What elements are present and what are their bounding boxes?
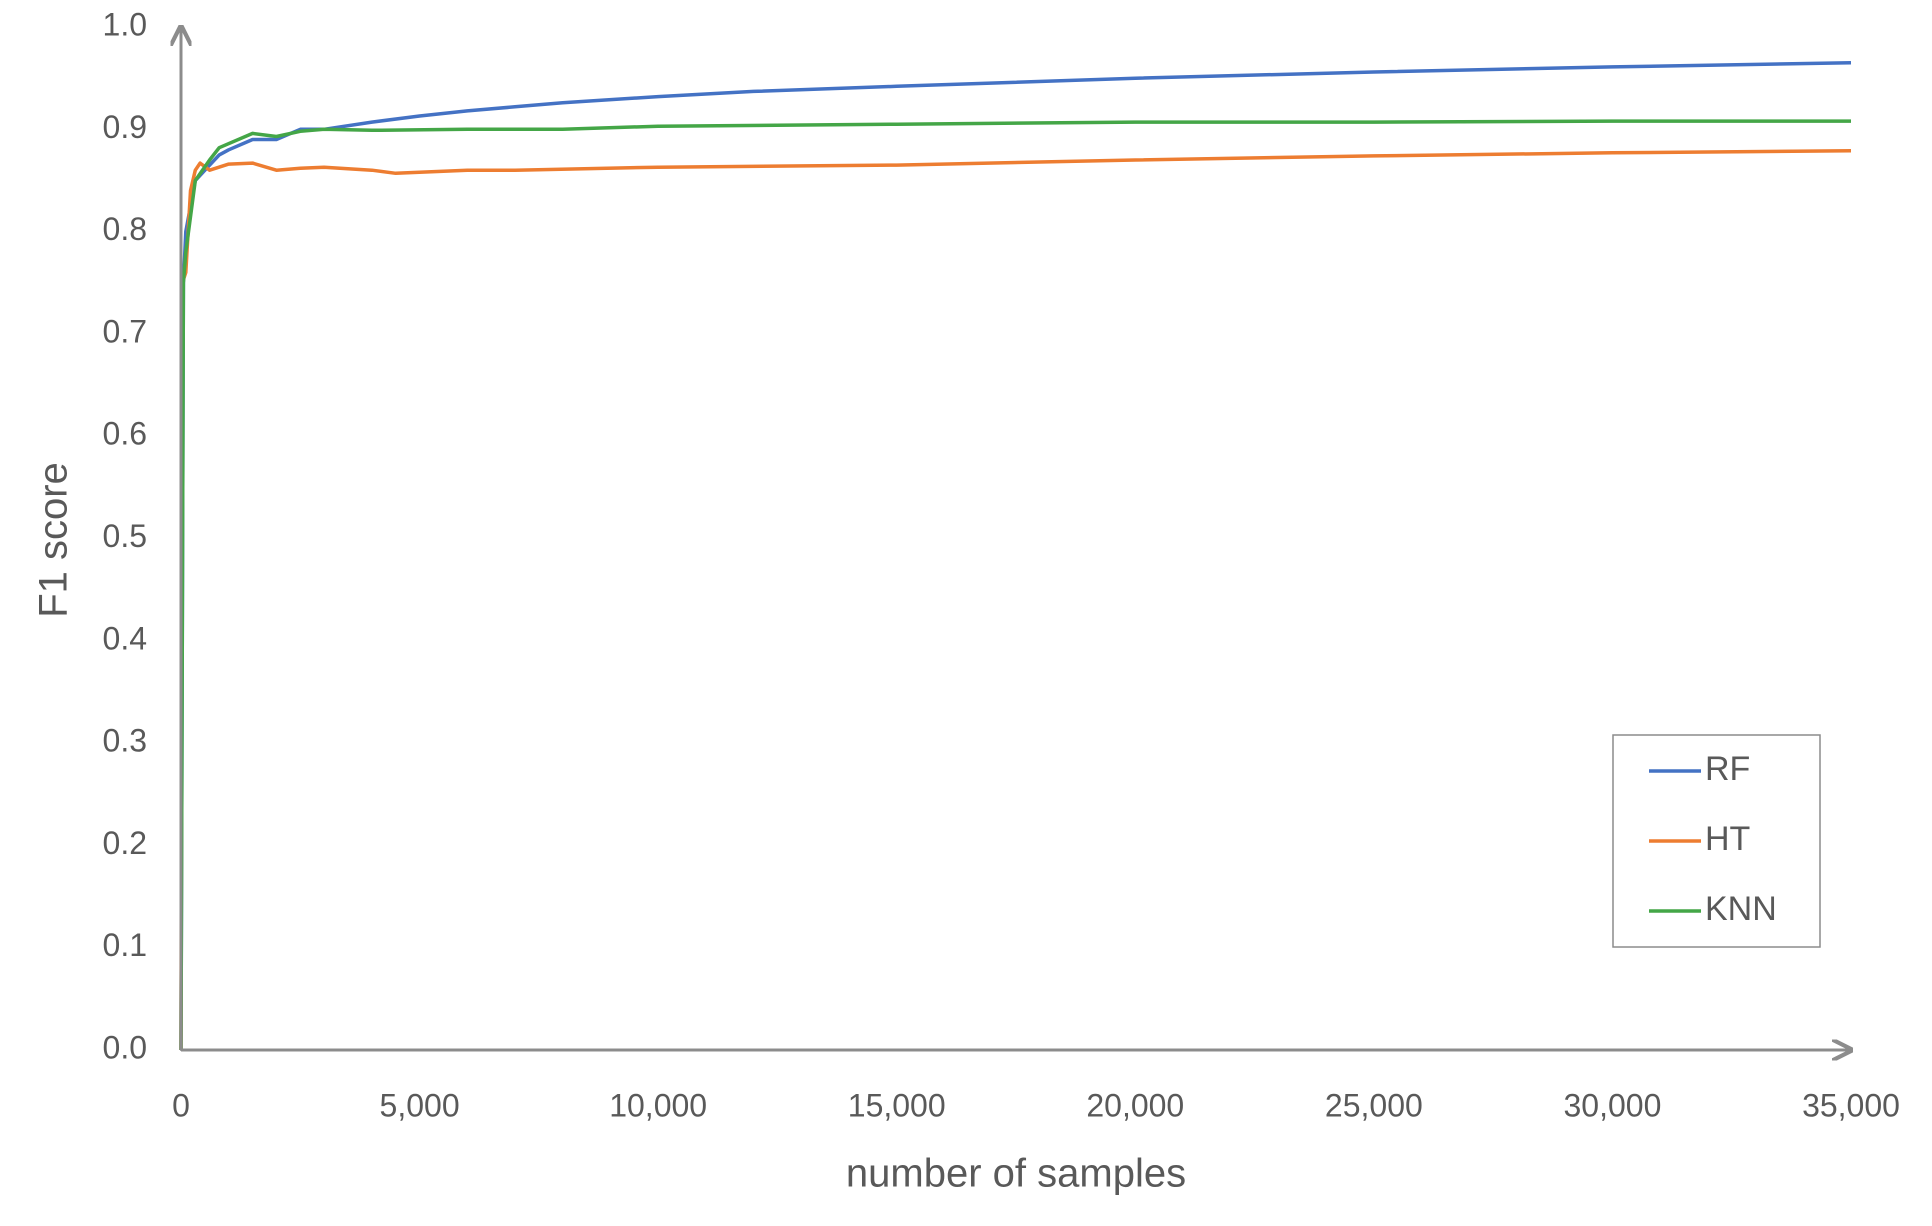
legend-label: HT [1705,820,1750,858]
legend-label: KNN [1705,890,1777,928]
series-line [179,149,1852,1051]
y-tick-label: 0.0 [103,1029,147,1065]
y-tick-label: 0.8 [103,211,147,247]
y-tick-label: 0.3 [103,723,147,759]
y-tick-label: 0.4 [103,620,147,656]
x-tick-label: 30,000 [1563,1087,1661,1123]
x-tick-label: 15,000 [848,1087,946,1123]
x-tick-label: 0 [172,1087,190,1123]
x-tick-label: 10,000 [609,1087,707,1123]
y-tick-label: 0.2 [103,825,147,861]
y-tick-label: 0.1 [103,927,147,963]
series-line [179,119,1851,1051]
x-tick-label: 5,000 [380,1087,460,1123]
y-tick-label: 0.9 [103,109,147,145]
legend-label: RF [1705,750,1750,788]
y-tick-label: 0.6 [103,416,147,452]
x-tick-label: 20,000 [1086,1087,1184,1123]
x-tick-label: 25,000 [1325,1087,1423,1123]
legend-box [1612,734,1821,948]
y-tick-label: 0.7 [103,313,147,349]
x-axis-title: number of samples [846,1152,1186,1196]
y-axis-title: F1 score [32,462,76,618]
x-tick-label: 35,000 [1802,1087,1900,1123]
y-tick-label: 0.5 [103,518,147,554]
series-line [179,61,1852,1051]
y-tick-label: 1.0 [103,6,147,42]
